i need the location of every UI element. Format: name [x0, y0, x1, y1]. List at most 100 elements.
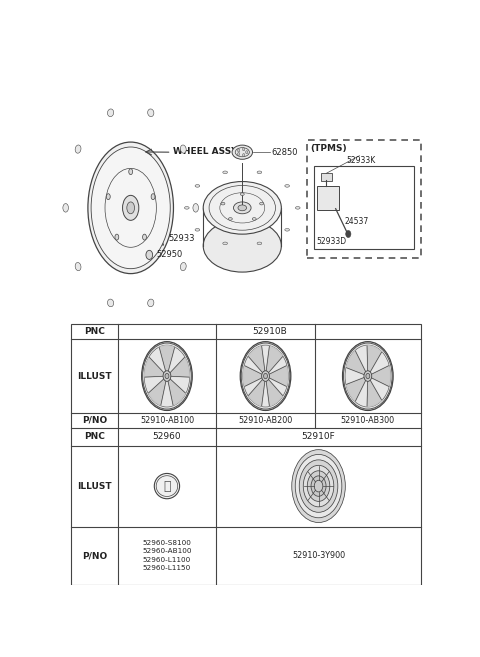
Text: 52950: 52950 [156, 250, 183, 260]
Ellipse shape [295, 206, 300, 209]
Ellipse shape [195, 185, 200, 187]
Circle shape [311, 476, 326, 496]
Circle shape [299, 460, 338, 512]
Polygon shape [269, 366, 288, 386]
Ellipse shape [203, 219, 281, 272]
Ellipse shape [257, 242, 262, 244]
Text: (TPMS): (TPMS) [311, 144, 347, 152]
Ellipse shape [122, 195, 139, 220]
Polygon shape [170, 357, 189, 377]
Text: 52933K: 52933K [347, 156, 376, 165]
Ellipse shape [108, 109, 114, 116]
FancyBboxPatch shape [317, 186, 339, 210]
Ellipse shape [154, 474, 180, 499]
Circle shape [295, 455, 342, 518]
Ellipse shape [148, 109, 154, 116]
Ellipse shape [223, 171, 228, 173]
Text: 52933D: 52933D [316, 237, 346, 246]
Circle shape [364, 371, 372, 381]
Polygon shape [148, 378, 166, 405]
Circle shape [238, 152, 240, 156]
Ellipse shape [75, 263, 81, 271]
Ellipse shape [148, 299, 154, 307]
Ellipse shape [75, 145, 81, 153]
Polygon shape [243, 366, 262, 386]
Ellipse shape [193, 204, 199, 212]
Ellipse shape [91, 147, 170, 269]
Ellipse shape [285, 185, 289, 187]
Text: 52910-AB100: 52910-AB100 [140, 416, 194, 425]
Text: PNC: PNC [84, 432, 105, 442]
Ellipse shape [184, 206, 189, 209]
Text: 24537: 24537 [345, 217, 369, 227]
Ellipse shape [260, 202, 264, 205]
Ellipse shape [129, 169, 132, 175]
Circle shape [264, 373, 267, 378]
Ellipse shape [257, 171, 262, 173]
Text: 52960-S8100
52960-AB100
52960-L1100
52960-L1150: 52960-S8100 52960-AB100 52960-L1100 5296… [142, 540, 192, 572]
Ellipse shape [107, 194, 110, 200]
Ellipse shape [240, 193, 244, 196]
Ellipse shape [233, 202, 251, 214]
Ellipse shape [285, 229, 289, 231]
FancyBboxPatch shape [321, 173, 332, 181]
Circle shape [242, 154, 245, 156]
Text: 52910F: 52910F [301, 432, 336, 442]
Polygon shape [249, 346, 265, 373]
Ellipse shape [127, 202, 134, 214]
Ellipse shape [115, 234, 119, 240]
Polygon shape [266, 379, 283, 406]
Circle shape [165, 373, 169, 378]
Polygon shape [266, 346, 283, 373]
Text: 62850: 62850 [271, 148, 298, 156]
Text: 52933: 52933 [168, 234, 194, 242]
Text: ILLUST: ILLUST [77, 482, 112, 491]
Text: 52910-3Y900: 52910-3Y900 [292, 551, 345, 560]
Circle shape [142, 342, 192, 411]
Polygon shape [168, 378, 185, 405]
Ellipse shape [203, 181, 281, 234]
Circle shape [262, 371, 269, 381]
Ellipse shape [143, 234, 146, 240]
Ellipse shape [180, 145, 186, 153]
Polygon shape [347, 351, 366, 374]
Polygon shape [371, 366, 390, 386]
Ellipse shape [151, 194, 155, 200]
Polygon shape [367, 380, 382, 406]
Text: 52910B: 52910B [252, 327, 287, 336]
Circle shape [307, 471, 330, 501]
Polygon shape [144, 357, 164, 377]
Text: PNC: PNC [84, 327, 105, 336]
Text: 52910-AB200: 52910-AB200 [239, 416, 293, 425]
Polygon shape [249, 379, 265, 406]
Circle shape [240, 342, 291, 411]
Ellipse shape [63, 204, 69, 212]
Circle shape [146, 250, 153, 260]
Circle shape [366, 373, 370, 378]
Circle shape [246, 150, 248, 154]
Circle shape [314, 480, 323, 492]
Circle shape [303, 465, 334, 507]
Polygon shape [159, 346, 175, 371]
Circle shape [242, 148, 245, 151]
Ellipse shape [232, 145, 252, 159]
Polygon shape [367, 346, 382, 373]
Text: P/NO: P/NO [82, 416, 107, 425]
Text: 52910-AB300: 52910-AB300 [341, 416, 395, 425]
Ellipse shape [221, 202, 225, 205]
Circle shape [238, 149, 240, 152]
Ellipse shape [238, 205, 247, 211]
Text: P/NO: P/NO [82, 551, 107, 560]
Circle shape [163, 371, 171, 381]
Ellipse shape [223, 242, 228, 244]
Circle shape [346, 231, 351, 238]
Text: ILLUST: ILLUST [77, 372, 112, 380]
Text: WHEEL ASSY: WHEEL ASSY [173, 147, 238, 156]
Ellipse shape [252, 217, 256, 220]
Polygon shape [347, 377, 366, 401]
Text: 52960: 52960 [153, 432, 181, 442]
Ellipse shape [195, 229, 200, 231]
Ellipse shape [88, 142, 173, 273]
Ellipse shape [180, 263, 186, 271]
Ellipse shape [108, 299, 114, 307]
